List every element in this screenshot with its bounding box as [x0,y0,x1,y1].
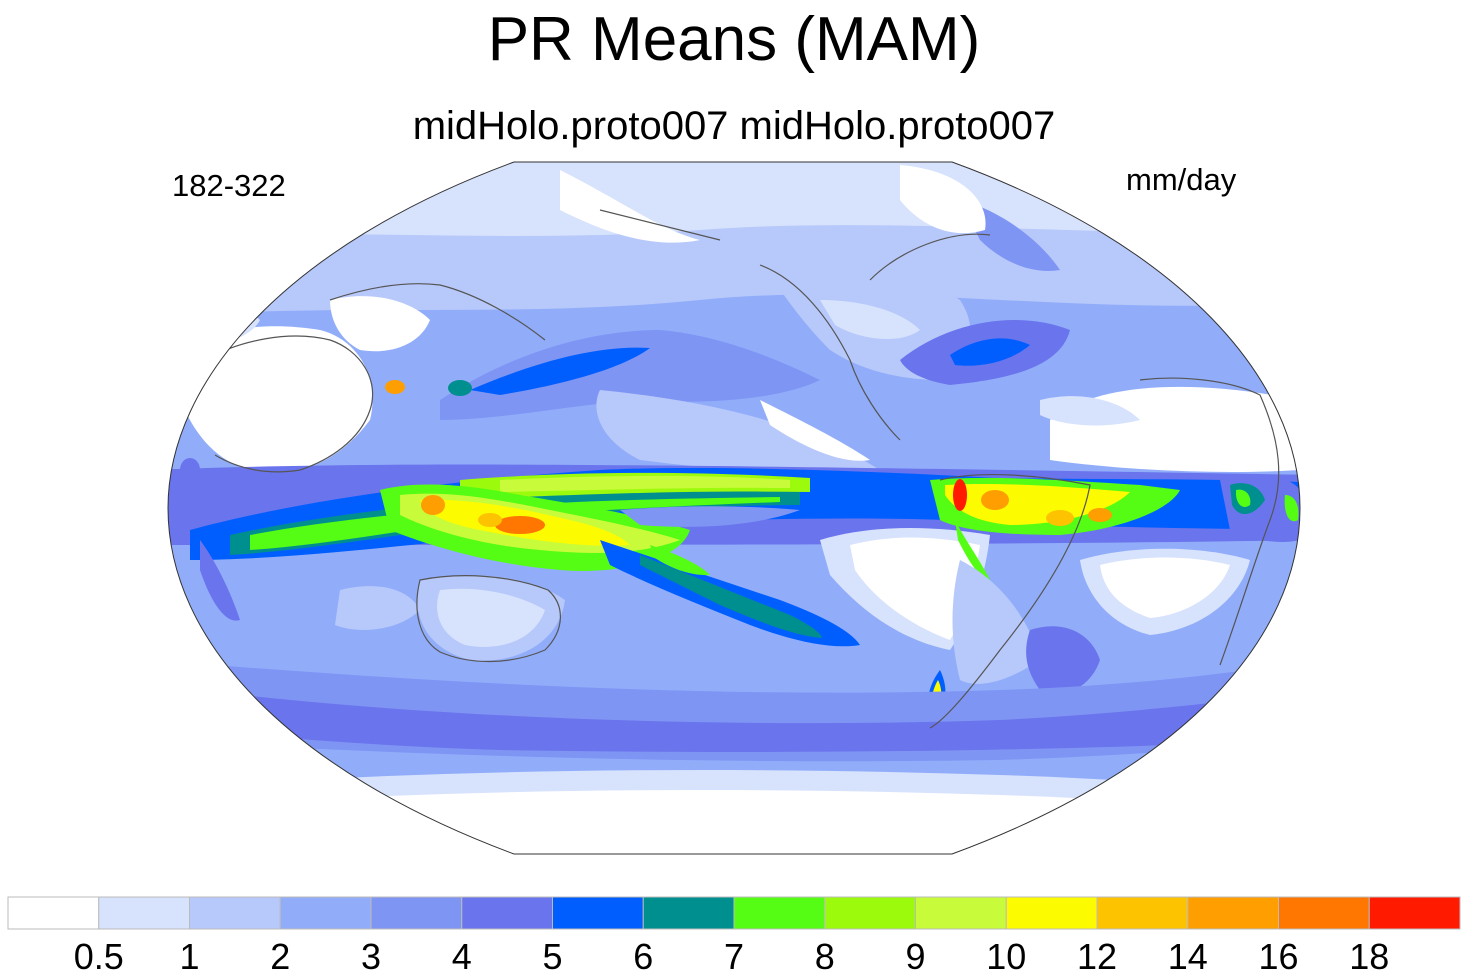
map-frame [167,161,1301,855]
colorbar-tick-label: 10 [986,936,1027,977]
southeast-pacific-dry [850,537,980,640]
colorbar-tick-label: 8 [814,936,835,977]
colorbar-tick-label: 14 [1167,936,1208,977]
colorbar-box [1005,896,1098,930]
colorbar-tick-label: 9 [905,936,926,977]
colorbar-box [642,896,735,930]
chart-subtitle: midHolo.proto007 midHolo.proto007 [412,104,1056,148]
colorbar-tick-label: 5 [542,936,563,977]
colorbar-box [1187,896,1279,930]
colorbar-box [552,896,644,930]
colorbar-box [1368,896,1461,930]
colorbar-tick-label: 7 [723,936,745,977]
colorbar-box [370,896,463,930]
colorbar-box [733,896,826,930]
colorbar-tick-label: 18 [1349,936,1390,977]
colorbar-box [279,896,372,930]
chart-title: PR Means (MAM) [487,5,981,74]
colorbar-tick-label: 0.5 [73,936,124,977]
colorbar-tick-label: 3 [360,936,382,977]
coastlines [204,209,1280,729]
colorbar-tick-label: 1 [179,936,200,977]
colorbar-box [824,896,916,930]
asia-dry [170,326,373,473]
colorbar-box [1096,896,1189,930]
units-label: mm/day [1126,162,1237,197]
colorbar-tick-label: 2 [270,936,291,977]
colorbar-tick-label: 16 [1258,936,1299,977]
colorbar-tick-label: 6 [633,936,654,977]
south-atlantic-dry [1100,557,1230,618]
colorbar-box [189,896,281,930]
colorbar-box [7,896,100,930]
north-pacific-storm-track [440,330,820,420]
colorbar-box [98,896,190,930]
year-range-label: 182-322 [172,168,286,203]
colorbar-tick-label: 4 [451,936,472,977]
colorbar-tick-label: 12 [1076,936,1118,977]
colorbar-box [461,896,553,930]
colorbar-box [1278,896,1370,930]
colorbar-box [915,896,1007,930]
